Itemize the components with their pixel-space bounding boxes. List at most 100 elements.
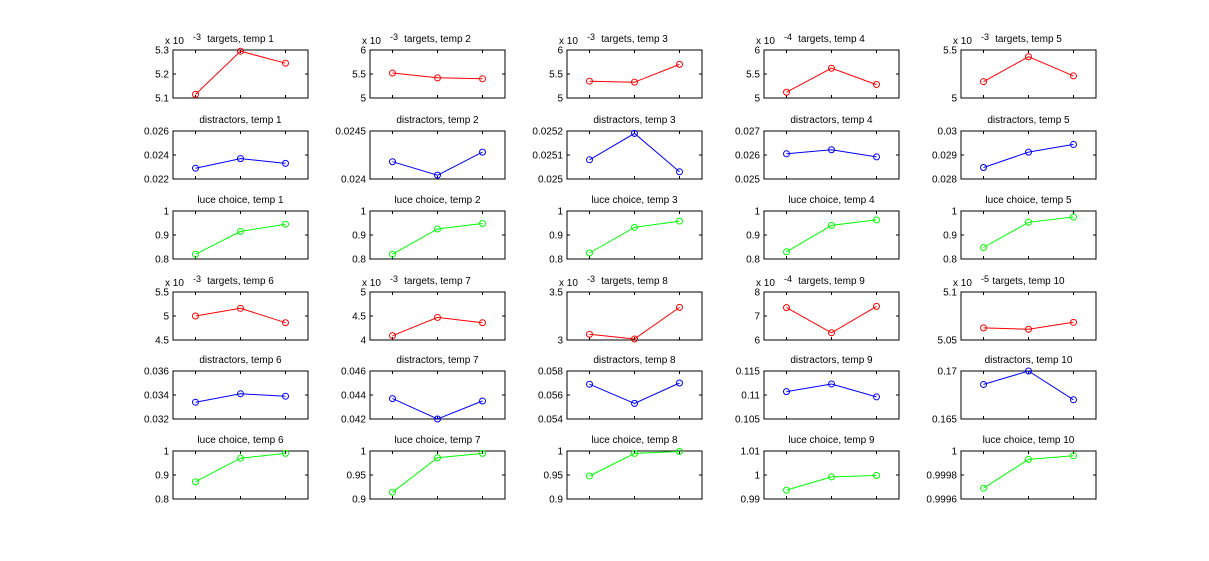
y-tick-label: 0.056 <box>538 391 563 402</box>
data-point <box>1025 455 1032 463</box>
data-point <box>434 225 441 233</box>
y-tick-label: 1.01 <box>741 447 761 458</box>
data-point <box>237 390 244 398</box>
y-tick-label: 0.022 <box>144 175 169 186</box>
subplot-23: 0.054 0.056 0.058 distractors, temp 8 <box>538 355 703 426</box>
y-tick-label: 0.8 <box>155 495 169 506</box>
data-point <box>783 150 790 158</box>
axes-box <box>566 450 703 500</box>
data-point <box>237 227 244 235</box>
subplot-3: 5 5.5 6x 10 -3 targets, temp 3 <box>549 32 703 105</box>
y-tick-label: 5.2 <box>155 70 169 81</box>
y-tick-label: 6 <box>360 46 366 57</box>
data-point <box>237 155 244 163</box>
y-tick-label: 6 <box>754 336 760 347</box>
subplot-title: luce choice, temp 7 <box>394 435 481 446</box>
data-point <box>586 330 593 338</box>
subplot-title: distractors, temp 9 <box>790 355 873 366</box>
axis-multiplier-exponent: -3 <box>390 274 398 284</box>
axis-multiplier-exponent: -3 <box>587 32 595 42</box>
series-line <box>983 455 1074 489</box>
series-line <box>786 149 877 158</box>
y-tick-label: 0.032 <box>144 415 169 426</box>
y-tick-label: 0.029 <box>932 151 957 162</box>
y-tick-label: 0.025 <box>538 175 563 186</box>
axes-box <box>369 130 506 180</box>
y-tick-label: 0.036 <box>144 367 169 378</box>
axis-multiplier-exponent: -4 <box>784 32 792 42</box>
y-tick-label: 5.3 <box>155 46 169 57</box>
subplot-8: 0.025 0.0251 0.0252 distractors, temp 3 <box>532 115 703 186</box>
subplot-2: 5 5.5 6x 10 -3 targets, temp 2 <box>352 32 506 105</box>
subplot-title: distractors, temp 7 <box>396 355 479 366</box>
y-tick-label: 5 <box>951 94 957 105</box>
data-point <box>1070 452 1077 460</box>
axes-box <box>172 370 309 420</box>
subplot-title: targets, temp 9 <box>798 276 865 287</box>
y-tick-label: 0.8 <box>746 255 760 266</box>
series-line <box>392 398 483 420</box>
y-tick-label: 5 <box>163 312 169 323</box>
data-point <box>389 488 396 496</box>
y-tick-label: 1 <box>360 447 366 458</box>
y-tick-label: 1 <box>754 471 760 482</box>
series-line <box>392 151 483 176</box>
subplot-6: 0.022 0.024 0.026 distractors, temp 1 <box>144 115 309 186</box>
data-point <box>1070 396 1077 404</box>
y-tick-label: 4 <box>360 336 366 347</box>
axes-box <box>763 450 900 500</box>
data-point <box>479 397 486 405</box>
data-point <box>828 221 835 229</box>
data-point <box>434 313 441 321</box>
data-point <box>1025 53 1032 61</box>
axes-box <box>369 370 506 420</box>
y-tick-label: 0.9 <box>155 231 169 242</box>
data-point <box>192 90 199 98</box>
subplot-12: 0.8 0.9 1 luce choice, temp 2 <box>352 195 506 266</box>
axis-multiplier: x 10 <box>165 36 184 47</box>
subplot-28: 0.9 0.95 1 luce choice, temp 8 <box>544 435 703 506</box>
subplot-14: 0.8 0.9 1 luce choice, temp 4 <box>746 195 900 266</box>
series-line <box>786 305 877 334</box>
subplot-27: 0.9 0.95 1 luce choice, temp 7 <box>347 435 506 506</box>
y-tick-label: 5 <box>557 94 563 105</box>
subplot-24: 0.105 0.11 0.115 distractors, temp 9 <box>735 355 900 426</box>
subplot-15: 0.8 0.9 1 luce choice, temp 5 <box>943 195 1097 266</box>
y-tick-label: 1 <box>163 207 169 218</box>
y-tick-label: 1 <box>754 207 760 218</box>
data-point <box>237 304 244 312</box>
data-point <box>873 81 880 89</box>
data-point <box>479 219 486 227</box>
series-line <box>392 316 483 337</box>
axes-box <box>172 49 309 99</box>
axis-multiplier: x 10 <box>559 278 578 289</box>
data-point <box>1025 367 1032 375</box>
y-tick-label: 6 <box>754 46 760 57</box>
data-point <box>282 392 289 400</box>
series-line <box>786 475 877 491</box>
y-tick-label: 0.8 <box>155 255 169 266</box>
axis-multiplier: x 10 <box>362 36 381 47</box>
data-point <box>783 248 790 256</box>
data-point <box>434 171 441 179</box>
subplot-1: 5.1 5.2 5.3x 10 -3 targets, temp 1 <box>155 32 309 105</box>
y-tick-label: 3 <box>557 336 563 347</box>
y-tick-label: 0.024 <box>144 151 169 162</box>
y-tick-label: 5.05 <box>938 336 958 347</box>
axes-box <box>566 370 703 420</box>
data-point <box>586 249 593 257</box>
y-tick-label: 5.5 <box>746 70 760 81</box>
axis-multiplier-exponent: -4 <box>784 274 792 284</box>
subplot-21: 0.032 0.034 0.036 distractors, temp 6 <box>144 355 309 426</box>
subplot-title: distractors, temp 8 <box>593 355 676 366</box>
axis-multiplier: x 10 <box>362 278 381 289</box>
y-tick-label: 0.025 <box>735 175 760 186</box>
y-tick-label: 0.044 <box>341 391 366 402</box>
y-tick-label: 5.5 <box>352 70 366 81</box>
subplot-18: 3 3.5x 10 -3 targets, temp 8 <box>549 274 703 347</box>
data-point <box>586 156 593 164</box>
series-line <box>983 143 1074 168</box>
subplot-title: distractors, temp 4 <box>790 115 873 126</box>
data-point <box>389 250 396 258</box>
